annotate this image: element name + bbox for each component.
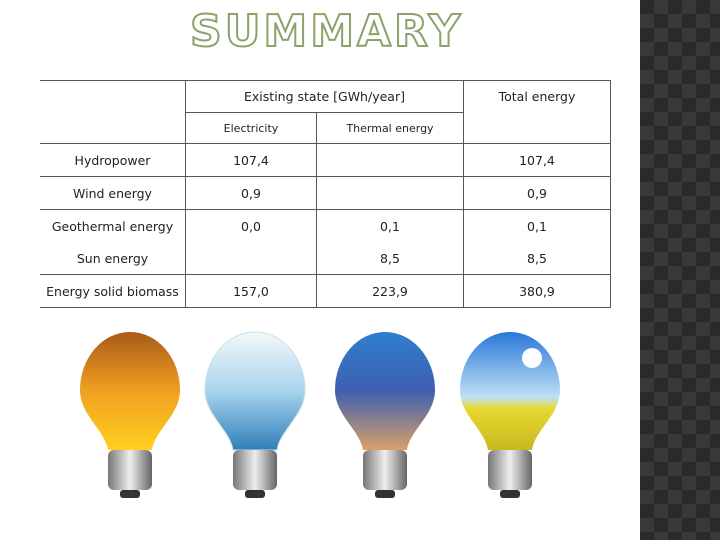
row-label: Hydropower [40,143,186,177]
row-label: Wind energy [40,176,186,210]
table-row: Wind energy 0,9 0,9 [40,176,611,210]
bulbs [80,331,560,498]
table-cell: 0,9 [185,176,317,210]
bulb [80,332,180,498]
table-cell: 8,5 [316,242,464,275]
bulb [204,331,306,498]
table-cell [316,176,464,210]
column-header: Existing state [GWh/year] [185,80,464,113]
table-cell: 0,1 [316,209,464,242]
table-cell [316,143,464,177]
sub-header: Electricity [185,112,317,144]
table-cell: 0,1 [463,209,611,242]
table-cell: 157,0 [185,274,317,308]
summary-table: Existing state [GWh/year] Total energy E… [40,80,611,308]
table-row: Geothermal energy 0,0 0,1 0,1 [40,209,611,242]
row-label: Energy solid biomass [40,274,186,308]
bulb [460,332,560,498]
corner-cell [40,80,186,144]
table-cell: 0,0 [185,209,317,242]
table-cell: 380,9 [463,274,611,308]
table-cell: 107,4 [185,143,317,177]
bulb [335,332,435,498]
sub-header: Thermal energy [316,112,464,144]
table-row: Energy solid biomass 157,0 223,9 380,9 [40,274,611,308]
side-strip [640,0,720,540]
table-cell: 0,9 [463,176,611,210]
table-cell: 223,9 [316,274,464,308]
slide-title: SUMMARY [189,5,464,58]
table-row: Hydropower 107,4 107,4 [40,143,611,177]
table-cell: 8,5 [463,242,611,275]
row-label: Geothermal energy [40,209,186,242]
